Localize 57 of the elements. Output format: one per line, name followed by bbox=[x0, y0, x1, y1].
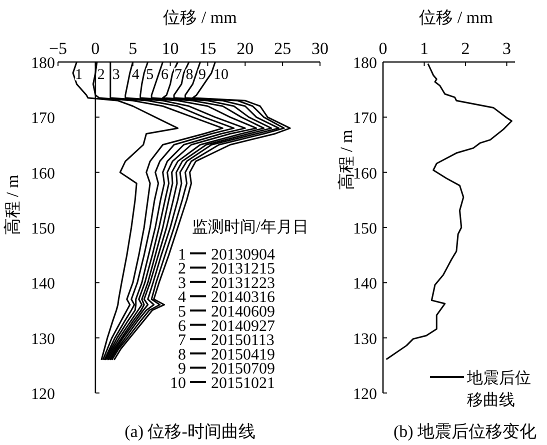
text: (b) 地震后位移变化 bbox=[393, 422, 537, 441]
annotation: 2 bbox=[97, 67, 105, 84]
x-tick-label: 25 bbox=[274, 39, 292, 58]
y-axis-title: 高程 / m bbox=[3, 174, 22, 236]
x-tick-label: 15 bbox=[199, 39, 216, 58]
annotation: 5 bbox=[146, 67, 154, 84]
text: 9 bbox=[178, 360, 186, 378]
legend-label: 20140609 bbox=[211, 304, 275, 320]
y-tick-label: 140 bbox=[353, 276, 377, 293]
text: 6 bbox=[178, 318, 186, 335]
legend-label: 20150709 bbox=[211, 360, 275, 378]
legend-label: 地震后位移曲线 bbox=[466, 369, 531, 409]
legend: 地震后位移曲线 bbox=[430, 370, 531, 409]
legend-title: 监测时间/年月日 bbox=[192, 218, 308, 236]
y-axis-title: 高程 / m bbox=[337, 130, 356, 190]
x-axis-title: 位移 / mm bbox=[419, 8, 493, 27]
legend-label: 20140316 bbox=[211, 289, 275, 306]
text: 5 bbox=[178, 304, 186, 320]
y-tick-label: 170 bbox=[31, 110, 55, 128]
y-tick-label: 140 bbox=[31, 276, 55, 293]
annotation: 8 bbox=[186, 67, 194, 84]
annotation: 7 bbox=[174, 67, 183, 84]
x-tick-label: 2 bbox=[461, 39, 470, 58]
y-tick-label: 150 bbox=[31, 220, 55, 238]
y-tick-label: 130 bbox=[353, 330, 377, 348]
x-tick-label: 10 bbox=[162, 39, 179, 58]
y-tick-label: 120 bbox=[31, 386, 55, 403]
y-tick-label: 180 bbox=[31, 55, 55, 72]
x-tick-label: −5 bbox=[48, 39, 68, 58]
legend-label: 20140927 bbox=[211, 318, 275, 335]
x-tick-label: 0 bbox=[378, 39, 388, 58]
legend-label: 20130904 bbox=[211, 246, 275, 264]
y-tick-label: 150 bbox=[353, 220, 377, 238]
y-tick-label: 170 bbox=[353, 110, 377, 128]
y-tick-label: 160 bbox=[31, 165, 55, 182]
y-tick-label: 130 bbox=[31, 330, 55, 348]
x-tick-label: 0 bbox=[91, 39, 100, 58]
legend-label: 20151021 bbox=[211, 375, 275, 392]
y-tick-label: 160 bbox=[353, 165, 377, 182]
x-tick-label: 5 bbox=[128, 39, 138, 58]
annotation: 9 bbox=[198, 67, 206, 84]
annotation: 1 bbox=[74, 67, 82, 84]
annotation: 10 bbox=[213, 67, 228, 84]
annotation: 6 bbox=[161, 67, 170, 84]
x-tick-label: 20 bbox=[236, 39, 254, 58]
x-tick-label: 1 bbox=[420, 39, 428, 58]
annotation: 4 bbox=[132, 67, 140, 84]
text: 1 bbox=[178, 246, 186, 264]
text: 10 bbox=[170, 375, 186, 392]
text: 4 bbox=[178, 289, 186, 306]
annotation: 3 bbox=[112, 67, 120, 84]
x-tick-label: 3 bbox=[502, 39, 511, 58]
text: (a) 位移-时间曲线 bbox=[124, 422, 256, 441]
x-axis-title: 位移 / mm bbox=[163, 8, 237, 27]
y-tick-label: 180 bbox=[353, 55, 377, 72]
x-tick-label: 30 bbox=[312, 39, 328, 58]
y-tick-label: 120 bbox=[353, 386, 377, 403]
